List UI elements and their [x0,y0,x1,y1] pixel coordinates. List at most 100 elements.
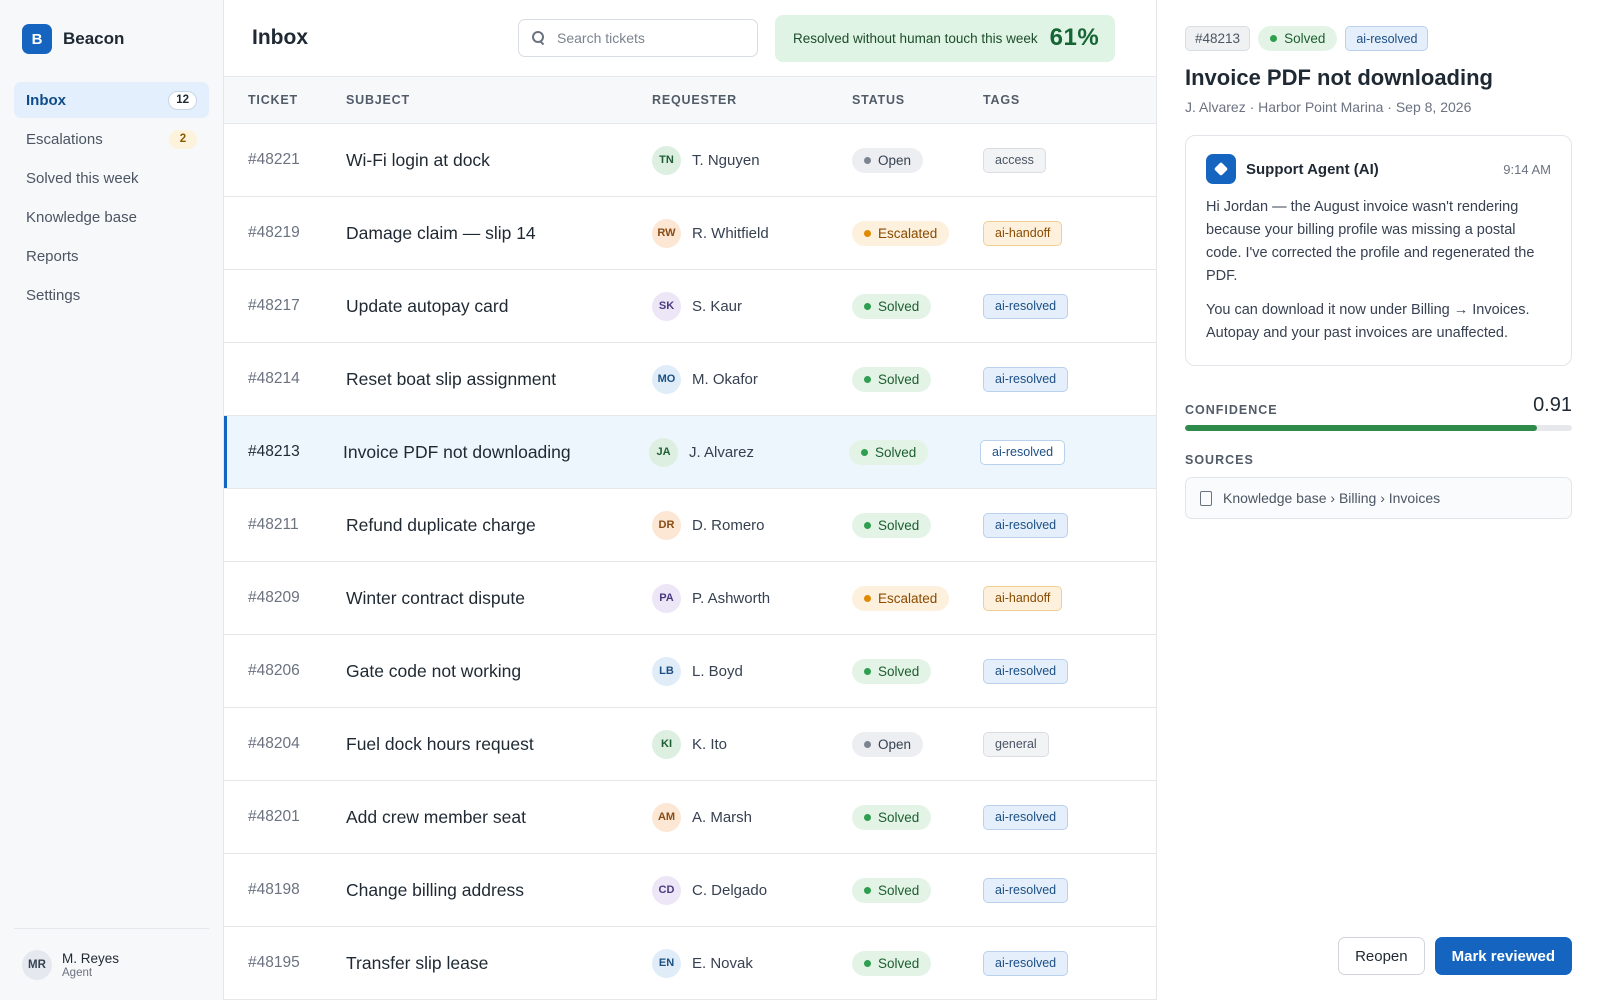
table-row[interactable]: #48209 Winter contract dispute PA P. Ashwor… [224,562,1156,635]
tag-badge[interactable]: ai-resolved [980,439,1066,465]
requester: KI K. Ito [652,729,852,759]
column-header-requester[interactable]: REQUESTER [652,93,737,107]
status-dot-icon [864,156,871,164]
tag-badge[interactable]: ai-resolved [1345,26,1429,51]
ticket-id: #48204 [248,735,300,752]
ticket-detail-panel: #48213 Solved ai-resolved Invoice PDF no… [1157,0,1600,1000]
table-row[interactable]: #48206 Gate code not working LB L. Boyd Solv… [224,635,1156,708]
automation-metric: Resolved without human touch this week 6… [775,14,1116,62]
ticket-subject: Winter contract dispute [346,587,525,608]
mark-reviewed-button[interactable]: Mark reviewed [1434,937,1572,975]
avatar: EN [652,948,681,978]
column-header-subject[interactable]: SUBJECT [346,93,410,107]
status-dot-icon [864,229,871,237]
sidebar-item-knowledge-base[interactable]: Knowledge base [14,199,209,235]
status-label: Solved [878,882,920,898]
status-badge: Solved [1258,26,1338,51]
status-label: Solved [878,809,920,825]
column-header-tags[interactable]: TAGS [983,93,1020,107]
confidence-label: CONFIDENCE [1185,403,1278,417]
status-label: Solved [878,955,920,971]
requester: EN E. Novak [652,948,852,978]
requester: AM A. Marsh [652,802,852,832]
table-row[interactable]: #48211 Refund duplicate charge DR D. Romero… [224,489,1156,562]
confidence-value: 0.91 [1533,394,1572,416]
status-dot-icon [864,594,871,602]
table-row[interactable]: #48219 Damage claim — slip 14 RW R. Whitfie… [224,197,1156,270]
message-paragraph: Hi Jordan — the August invoice wasn't re… [1206,199,1535,284]
requester: CD C. Delgado [652,875,852,905]
sidebar: B Beacon Inbox 12 Escalations 2 Solved t… [0,0,224,1000]
source-label: Knowledge base › Billing › Invoices [1223,490,1441,506]
ticket-subject: Wi-Fi login at dock [346,149,490,170]
sidebar-item-escalations[interactable]: Escalations 2 [14,121,209,157]
table-row[interactable]: #48204 Fuel dock hours request KI K. Ito Ope… [224,708,1156,781]
status-label: Solved [878,371,920,387]
brand[interactable]: B Beacon [14,0,209,78]
avatar: MR [22,949,52,980]
status-badge: Solved [849,439,929,465]
tag-badge[interactable]: ai-resolved [983,877,1069,903]
tag-badge[interactable]: general [983,731,1049,757]
tag-badge[interactable]: ai-resolved [983,366,1069,392]
sidebar-item-inbox[interactable]: Inbox 12 [14,82,209,118]
table-row[interactable]: #48221 Wi-Fi login at dock TN T. Nguyen Open… [224,124,1156,197]
ticket-id: #48219 [248,224,300,241]
message-author: Support Agent (AI) [1246,160,1379,178]
table-row[interactable]: #48201 Add crew member seat AM A. Marsh Solv… [224,781,1156,854]
tag-badge[interactable]: ai-resolved [983,512,1069,538]
search-box[interactable] [518,19,758,57]
requester-name: K. Ito [692,735,728,753]
user-profile[interactable]: MR M. Reyes Agent [14,928,209,1000]
ticket-subject: Refund duplicate charge [346,514,536,535]
requester: MO M. Okafor [652,364,852,394]
confidence-header: CONFIDENCE 0.91 [1185,394,1572,417]
requester-name: C. Delgado [692,881,768,899]
sidebar-item-solved-this-week[interactable]: Solved this week [14,160,209,196]
avatar: RW [652,218,681,248]
table-row[interactable]: #48213 Invoice PDF not downloading JA J. Al… [224,416,1156,489]
tag-badge[interactable]: ai-resolved [983,950,1069,976]
tag-badge[interactable]: access [983,147,1046,173]
avatar: KI [652,729,681,759]
status-label: Solved [878,517,920,533]
requester: TN T. Nguyen [652,145,852,175]
ticket-id: #48195 [248,954,300,971]
avatar: DR [652,510,681,540]
reopen-button[interactable]: Reopen [1338,937,1425,975]
table-row[interactable]: #48217 Update autopay card SK S. Kaur Solved… [224,270,1156,343]
table-row[interactable]: #48198 Change billing address CD C. Delgado… [224,854,1156,927]
ticket-id: #48201 [248,808,300,825]
tag-badge[interactable]: ai-resolved [983,293,1069,319]
column-header-ticket[interactable]: TICKET [248,93,298,107]
source-link[interactable]: Knowledge base › Billing › Invoices [1185,477,1572,519]
ai-message-card: Support Agent (AI) 9:14 AM Hi Jordan — t… [1185,135,1572,366]
tag-badge[interactable]: ai-resolved [983,804,1069,830]
requester-name: J. Alvarez [689,443,755,461]
status-dot-icon [864,375,871,383]
column-header-status[interactable]: STATUS [852,93,905,107]
sidebar-item-settings[interactable]: Settings [14,277,209,313]
sidebar-item-label: Escalations [26,130,103,148]
table-row[interactable]: #48195 Transfer slip lease EN E. Novak Solve… [224,927,1156,1000]
ticket-id: #48217 [248,297,300,314]
tag-badge[interactable]: ai-handoff [983,585,1063,611]
message-time: 9:14 AM [1503,161,1551,177]
status-badge: Solved [852,804,932,830]
avatar: AM [652,802,681,832]
ticket-subject: Add crew member seat [346,806,526,827]
sidebar-item-reports[interactable]: Reports [14,238,209,274]
table-row[interactable]: #48214 Reset boat slip assignment MO M. Oka… [224,343,1156,416]
requester-name: M. Okafor [692,370,758,388]
metric-value: 61% [1049,24,1100,51]
search-input[interactable] [557,30,737,46]
search-icon [531,31,545,45]
requester-name: A. Marsh [692,808,753,826]
message-header: Support Agent (AI) 9:14 AM [1206,154,1551,184]
status-badge: Solved [852,877,932,903]
inbox-count-badge: 12 [168,90,197,110]
avatar: CD [652,875,681,905]
tag-badge[interactable]: ai-handoff [983,220,1063,246]
tag-badge[interactable]: ai-resolved [983,658,1069,684]
avatar: PA [652,583,681,613]
